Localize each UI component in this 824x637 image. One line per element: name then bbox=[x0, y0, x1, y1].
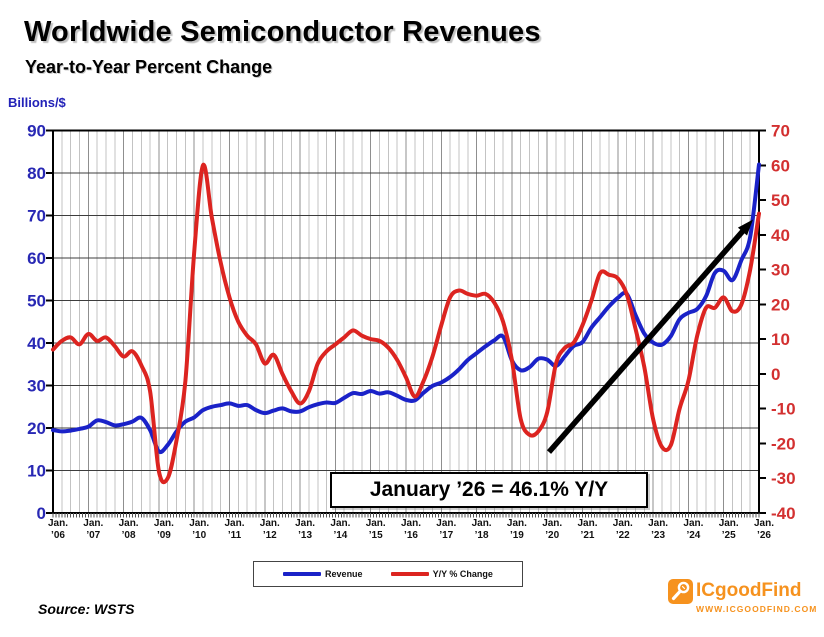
svg-text:30: 30 bbox=[27, 377, 46, 396]
svg-text:-20: -20 bbox=[771, 435, 796, 454]
svg-text:Jan.: Jan. bbox=[613, 518, 633, 529]
svg-text:’08: ’08 bbox=[122, 530, 136, 541]
svg-text:Jan.: Jan. bbox=[507, 518, 527, 529]
svg-text:Jan.: Jan. bbox=[295, 518, 315, 529]
svg-text:50: 50 bbox=[27, 292, 46, 311]
svg-text:’09: ’09 bbox=[157, 530, 171, 541]
svg-text:Jan.: Jan. bbox=[577, 518, 597, 529]
svg-text:’22: ’22 bbox=[616, 530, 630, 541]
svg-text:’15: ’15 bbox=[369, 530, 383, 541]
svg-text:’24: ’24 bbox=[686, 530, 700, 541]
source-note: Source: WSTS bbox=[38, 601, 135, 617]
trend-arrow bbox=[546, 219, 753, 454]
svg-text:Jan.: Jan. bbox=[719, 518, 739, 529]
svg-text:’26: ’26 bbox=[757, 530, 771, 541]
svg-text:’12: ’12 bbox=[263, 530, 277, 541]
svg-text:Jan.: Jan. bbox=[260, 518, 280, 529]
legend-item-revenue: Revenue bbox=[283, 569, 363, 579]
brand-url: WWW.ICGOODFIND.COM bbox=[696, 604, 818, 614]
revenue-line-swatch bbox=[283, 572, 322, 576]
right-axis-labels: -40 -30 -20 -10 0 10 20 30 40 50 60 70 bbox=[771, 122, 796, 524]
svg-text:’17: ’17 bbox=[439, 530, 453, 541]
annotation-callout: January ’26 = 46.1% Y/Y bbox=[330, 472, 648, 508]
legend-label-yoy: Y/Y % Change bbox=[432, 569, 493, 579]
svg-text:Jan.: Jan. bbox=[154, 518, 174, 529]
svg-text:’07: ’07 bbox=[86, 530, 100, 541]
svg-text:Jan.: Jan. bbox=[683, 518, 703, 529]
svg-text:Jan.: Jan. bbox=[401, 518, 421, 529]
svg-text:50: 50 bbox=[771, 191, 790, 210]
svg-text:20: 20 bbox=[27, 419, 46, 438]
legend: Revenue Y/Y % Change bbox=[253, 561, 523, 587]
svg-text:-40: -40 bbox=[771, 504, 796, 523]
svg-text:60: 60 bbox=[27, 249, 46, 268]
svg-text:40: 40 bbox=[27, 334, 46, 353]
page-title: Worldwide Semiconductor Revenues bbox=[24, 16, 541, 48]
magnifier-icon bbox=[668, 579, 693, 604]
svg-text:Jan.: Jan. bbox=[754, 518, 774, 529]
left-axis-labels: 0 10 20 30 40 50 60 70 80 90 bbox=[27, 122, 46, 524]
svg-text:Jan.: Jan. bbox=[366, 518, 386, 529]
svg-text:Jan.: Jan. bbox=[542, 518, 562, 529]
vertical-gridlines bbox=[61, 130, 751, 513]
svg-text:’14: ’14 bbox=[333, 530, 347, 541]
svg-text:’20: ’20 bbox=[545, 530, 559, 541]
revenue-line bbox=[51, 162, 761, 454]
svg-text:’18: ’18 bbox=[475, 530, 489, 541]
svg-text:’19: ’19 bbox=[510, 530, 524, 541]
svg-text:10: 10 bbox=[27, 462, 46, 481]
svg-text:40: 40 bbox=[771, 226, 790, 245]
annotation-text: January ’26 = 46.1% Y/Y bbox=[369, 478, 609, 501]
legend-item-yoy: Y/Y % Change bbox=[390, 569, 493, 579]
svg-text:-10: -10 bbox=[771, 400, 796, 419]
svg-text:Jan.: Jan. bbox=[189, 518, 209, 529]
chart-canvas: 0 10 20 30 40 50 60 70 80 90 -40 -30 -20 -10 0 10 20 30 40… bbox=[27, 122, 796, 542]
svg-text:Jan.: Jan. bbox=[436, 518, 456, 529]
svg-text:Jan.: Jan. bbox=[119, 518, 139, 529]
svg-text:70: 70 bbox=[771, 122, 790, 141]
svg-text:’21: ’21 bbox=[581, 530, 595, 541]
brand-logo: ICgoodFind WWW.ICGOODFIND.COM bbox=[668, 579, 817, 614]
svg-text:’06: ’06 bbox=[51, 530, 65, 541]
legend-label-revenue: Revenue bbox=[325, 569, 363, 579]
svg-text:’23: ’23 bbox=[651, 530, 665, 541]
page-subtitle: Year-to-Year Percent Change bbox=[25, 57, 273, 77]
axis-ticks bbox=[46, 129, 766, 518]
svg-text:-30: -30 bbox=[771, 469, 796, 488]
svg-text:Jan.: Jan. bbox=[472, 518, 492, 529]
svg-text:Jan.: Jan. bbox=[83, 518, 103, 529]
svg-text:30: 30 bbox=[771, 261, 790, 280]
svg-text:20: 20 bbox=[771, 295, 790, 314]
svg-text:Jan.: Jan. bbox=[330, 518, 350, 529]
svg-text:Jan.: Jan. bbox=[224, 518, 244, 529]
svg-text:’25: ’25 bbox=[722, 530, 736, 541]
svg-text:10: 10 bbox=[771, 330, 790, 349]
svg-text:’10: ’10 bbox=[192, 530, 206, 541]
x-axis-labels: Jan.’06Jan.’07Jan.’08Jan.’09Jan.’10Jan.’… bbox=[48, 518, 774, 541]
svg-text:70: 70 bbox=[27, 207, 46, 226]
svg-text:Jan.: Jan. bbox=[648, 518, 668, 529]
svg-text:60: 60 bbox=[771, 156, 790, 175]
svg-text:0: 0 bbox=[771, 365, 780, 384]
brand-name: ICgoodFind bbox=[696, 580, 802, 601]
svg-text:90: 90 bbox=[27, 122, 46, 141]
svg-text:Jan.: Jan. bbox=[48, 518, 68, 529]
svg-text:’16: ’16 bbox=[404, 530, 418, 541]
svg-text:’13: ’13 bbox=[298, 530, 312, 541]
svg-text:’11: ’11 bbox=[228, 530, 242, 541]
svg-text:80: 80 bbox=[27, 164, 46, 183]
left-axis-unit-label: Billions/$ bbox=[8, 95, 66, 110]
svg-text:0: 0 bbox=[37, 504, 46, 523]
yoy-line-swatch bbox=[390, 572, 429, 576]
